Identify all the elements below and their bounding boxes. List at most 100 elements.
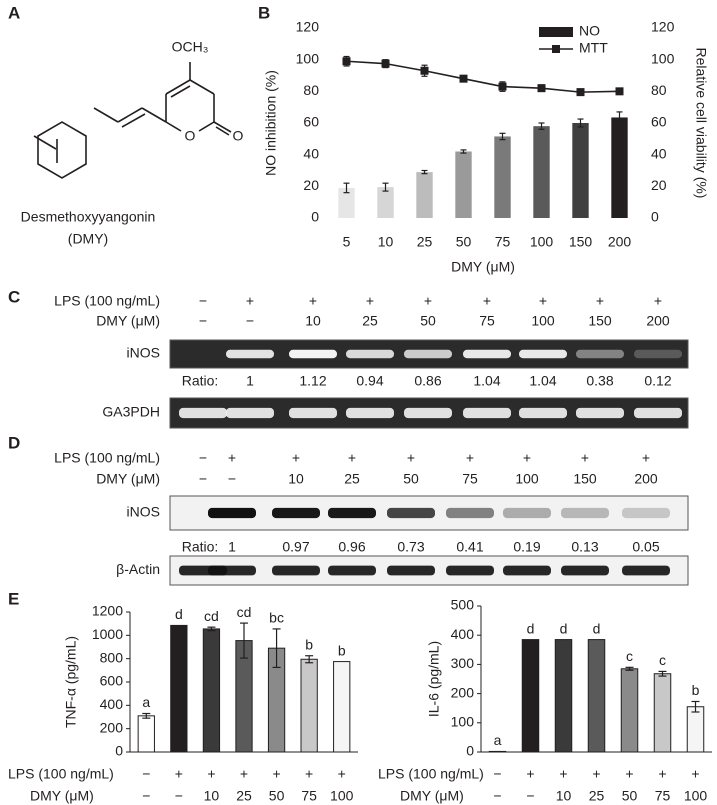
y-tick-label: 400 [451, 626, 475, 642]
y2-axis-title: Relative cell viability (%) [693, 48, 709, 199]
panel-label: B [258, 3, 270, 22]
dmy-dose: 25 [362, 313, 378, 329]
band [446, 507, 494, 519]
x-tick-label: 5 [343, 234, 351, 250]
dmy-dose: − [199, 471, 207, 487]
bar [587, 639, 606, 753]
y2-tick-label: 0 [651, 209, 659, 225]
significance-letter: a [494, 732, 502, 748]
structure [33, 62, 232, 179]
x-tick-label: 75 [495, 234, 511, 250]
bar [572, 123, 589, 218]
lps-label: + [305, 766, 313, 782]
dmy-dose: 75 [479, 313, 495, 329]
lps-label: + [207, 766, 215, 782]
ratio-label: Ratio: [182, 539, 219, 555]
significance-letter: b [692, 682, 700, 698]
band [387, 565, 435, 576]
x-tick-label: 25 [417, 234, 433, 250]
ratio-value: 1 [228, 539, 236, 555]
lps-sign: + [523, 450, 531, 466]
band [226, 349, 274, 359]
bar [137, 715, 155, 753]
bar [416, 172, 433, 218]
panel-label: A [8, 3, 20, 22]
marker [459, 74, 468, 83]
x-tick-label: − [493, 788, 501, 804]
atom-label: O [233, 128, 244, 144]
x-tick-label: − [526, 788, 534, 804]
x-tick-label: 50 [456, 234, 472, 250]
y-tick-label: 0 [466, 743, 474, 759]
x-tick-label: 10 [556, 788, 572, 804]
marker [342, 57, 351, 66]
lps-sign: + [581, 450, 589, 466]
panel-label: E [8, 589, 19, 608]
y-tick-label: 100 [451, 714, 475, 730]
lps-sign: + [309, 293, 317, 309]
significance-letter: b [305, 636, 313, 652]
dmy-dose: 10 [288, 471, 304, 487]
blot-label: iNOS [127, 345, 160, 361]
lps-sign: + [407, 450, 415, 466]
blot-label: iNOS [127, 504, 160, 520]
lps-sign: − [199, 293, 207, 309]
y2-tick-label: 40 [651, 145, 667, 161]
significance-letter: c [626, 648, 633, 664]
x-tick-label: 10 [378, 234, 394, 250]
bar [338, 187, 355, 218]
row-label: LPS (100 ng/mL) [54, 293, 160, 309]
lps-sign: + [596, 293, 604, 309]
compound-name: Desmethoxyyangonin [21, 209, 156, 225]
y-tick-label: 200 [100, 719, 124, 735]
panel-label: D [8, 433, 20, 452]
band [576, 407, 624, 419]
y-tick-label: 60 [303, 114, 319, 130]
lps-sign: + [348, 450, 356, 466]
band [519, 407, 567, 419]
band [576, 349, 624, 359]
ratio-value: 0.05 [632, 539, 659, 555]
x-tick-label: 50 [269, 788, 285, 804]
x-tick-label: − [175, 788, 183, 804]
band [272, 565, 320, 576]
lps-sign: − [199, 450, 207, 466]
band [561, 565, 609, 576]
y-tick-label: 500 [451, 597, 475, 613]
band [346, 407, 394, 419]
ratio-value: 1.04 [529, 373, 556, 389]
band [634, 349, 682, 359]
ratio-value: 1.12 [299, 373, 326, 389]
bar [170, 624, 188, 753]
y-tick-label: 1000 [92, 626, 123, 642]
significance-letter: b [338, 642, 346, 658]
dmy-dose: 150 [573, 471, 597, 487]
marker [420, 66, 429, 75]
band [179, 407, 227, 419]
bar [611, 117, 628, 218]
y2-tick-label: 120 [651, 19, 675, 35]
x-tick-label: 75 [301, 788, 317, 804]
row-label: LPS (100 ng/mL) [8, 766, 114, 782]
bar [533, 126, 550, 218]
significance-letter: cd [204, 608, 219, 624]
band [289, 407, 337, 419]
significance-letter: d [560, 620, 568, 636]
significance-letter: c [659, 652, 666, 668]
band [346, 349, 394, 359]
legend-swatch [552, 45, 560, 53]
band [622, 507, 670, 519]
lps-sign: + [292, 450, 300, 466]
significance-letter: d [593, 620, 601, 636]
marker [576, 88, 585, 97]
y-tick-label: 1200 [92, 603, 123, 619]
lps-sign: + [466, 450, 474, 466]
bar [521, 639, 540, 753]
bar [686, 706, 705, 753]
significance-letter: bc [269, 610, 284, 626]
lps-sign: + [424, 293, 432, 309]
band [272, 507, 320, 519]
dmy-dose: 200 [646, 313, 670, 329]
row-label: DMY (μM) [96, 471, 160, 487]
